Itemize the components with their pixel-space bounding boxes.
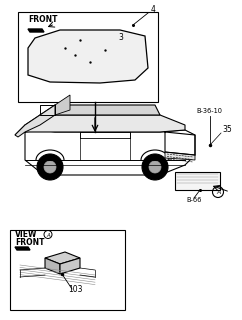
Polygon shape [28, 30, 148, 83]
Polygon shape [15, 125, 195, 175]
Bar [10, 230, 125, 310]
Polygon shape [25, 115, 185, 132]
Text: FRONT: FRONT [28, 15, 58, 24]
Circle shape [142, 154, 168, 180]
Polygon shape [55, 95, 70, 115]
Circle shape [37, 154, 63, 180]
Text: A: A [46, 233, 50, 238]
Polygon shape [60, 258, 80, 274]
Polygon shape [15, 105, 55, 137]
Polygon shape [28, 29, 44, 32]
Bar [18, 12, 158, 102]
Text: A: A [216, 190, 220, 196]
Text: FRONT: FRONT [15, 238, 45, 247]
Polygon shape [15, 247, 30, 250]
Text: B-66: B-66 [186, 197, 201, 203]
Text: 35: 35 [222, 125, 232, 134]
Polygon shape [45, 252, 80, 264]
Text: 4: 4 [151, 5, 156, 14]
Circle shape [44, 161, 56, 173]
Text: B-36-10: B-36-10 [196, 108, 222, 114]
Polygon shape [45, 258, 60, 274]
Text: 103: 103 [68, 285, 83, 294]
Text: 3: 3 [118, 33, 123, 42]
Polygon shape [40, 105, 160, 115]
Circle shape [149, 161, 161, 173]
Polygon shape [175, 172, 220, 190]
Polygon shape [165, 152, 195, 160]
Text: VIEW: VIEW [15, 230, 37, 239]
